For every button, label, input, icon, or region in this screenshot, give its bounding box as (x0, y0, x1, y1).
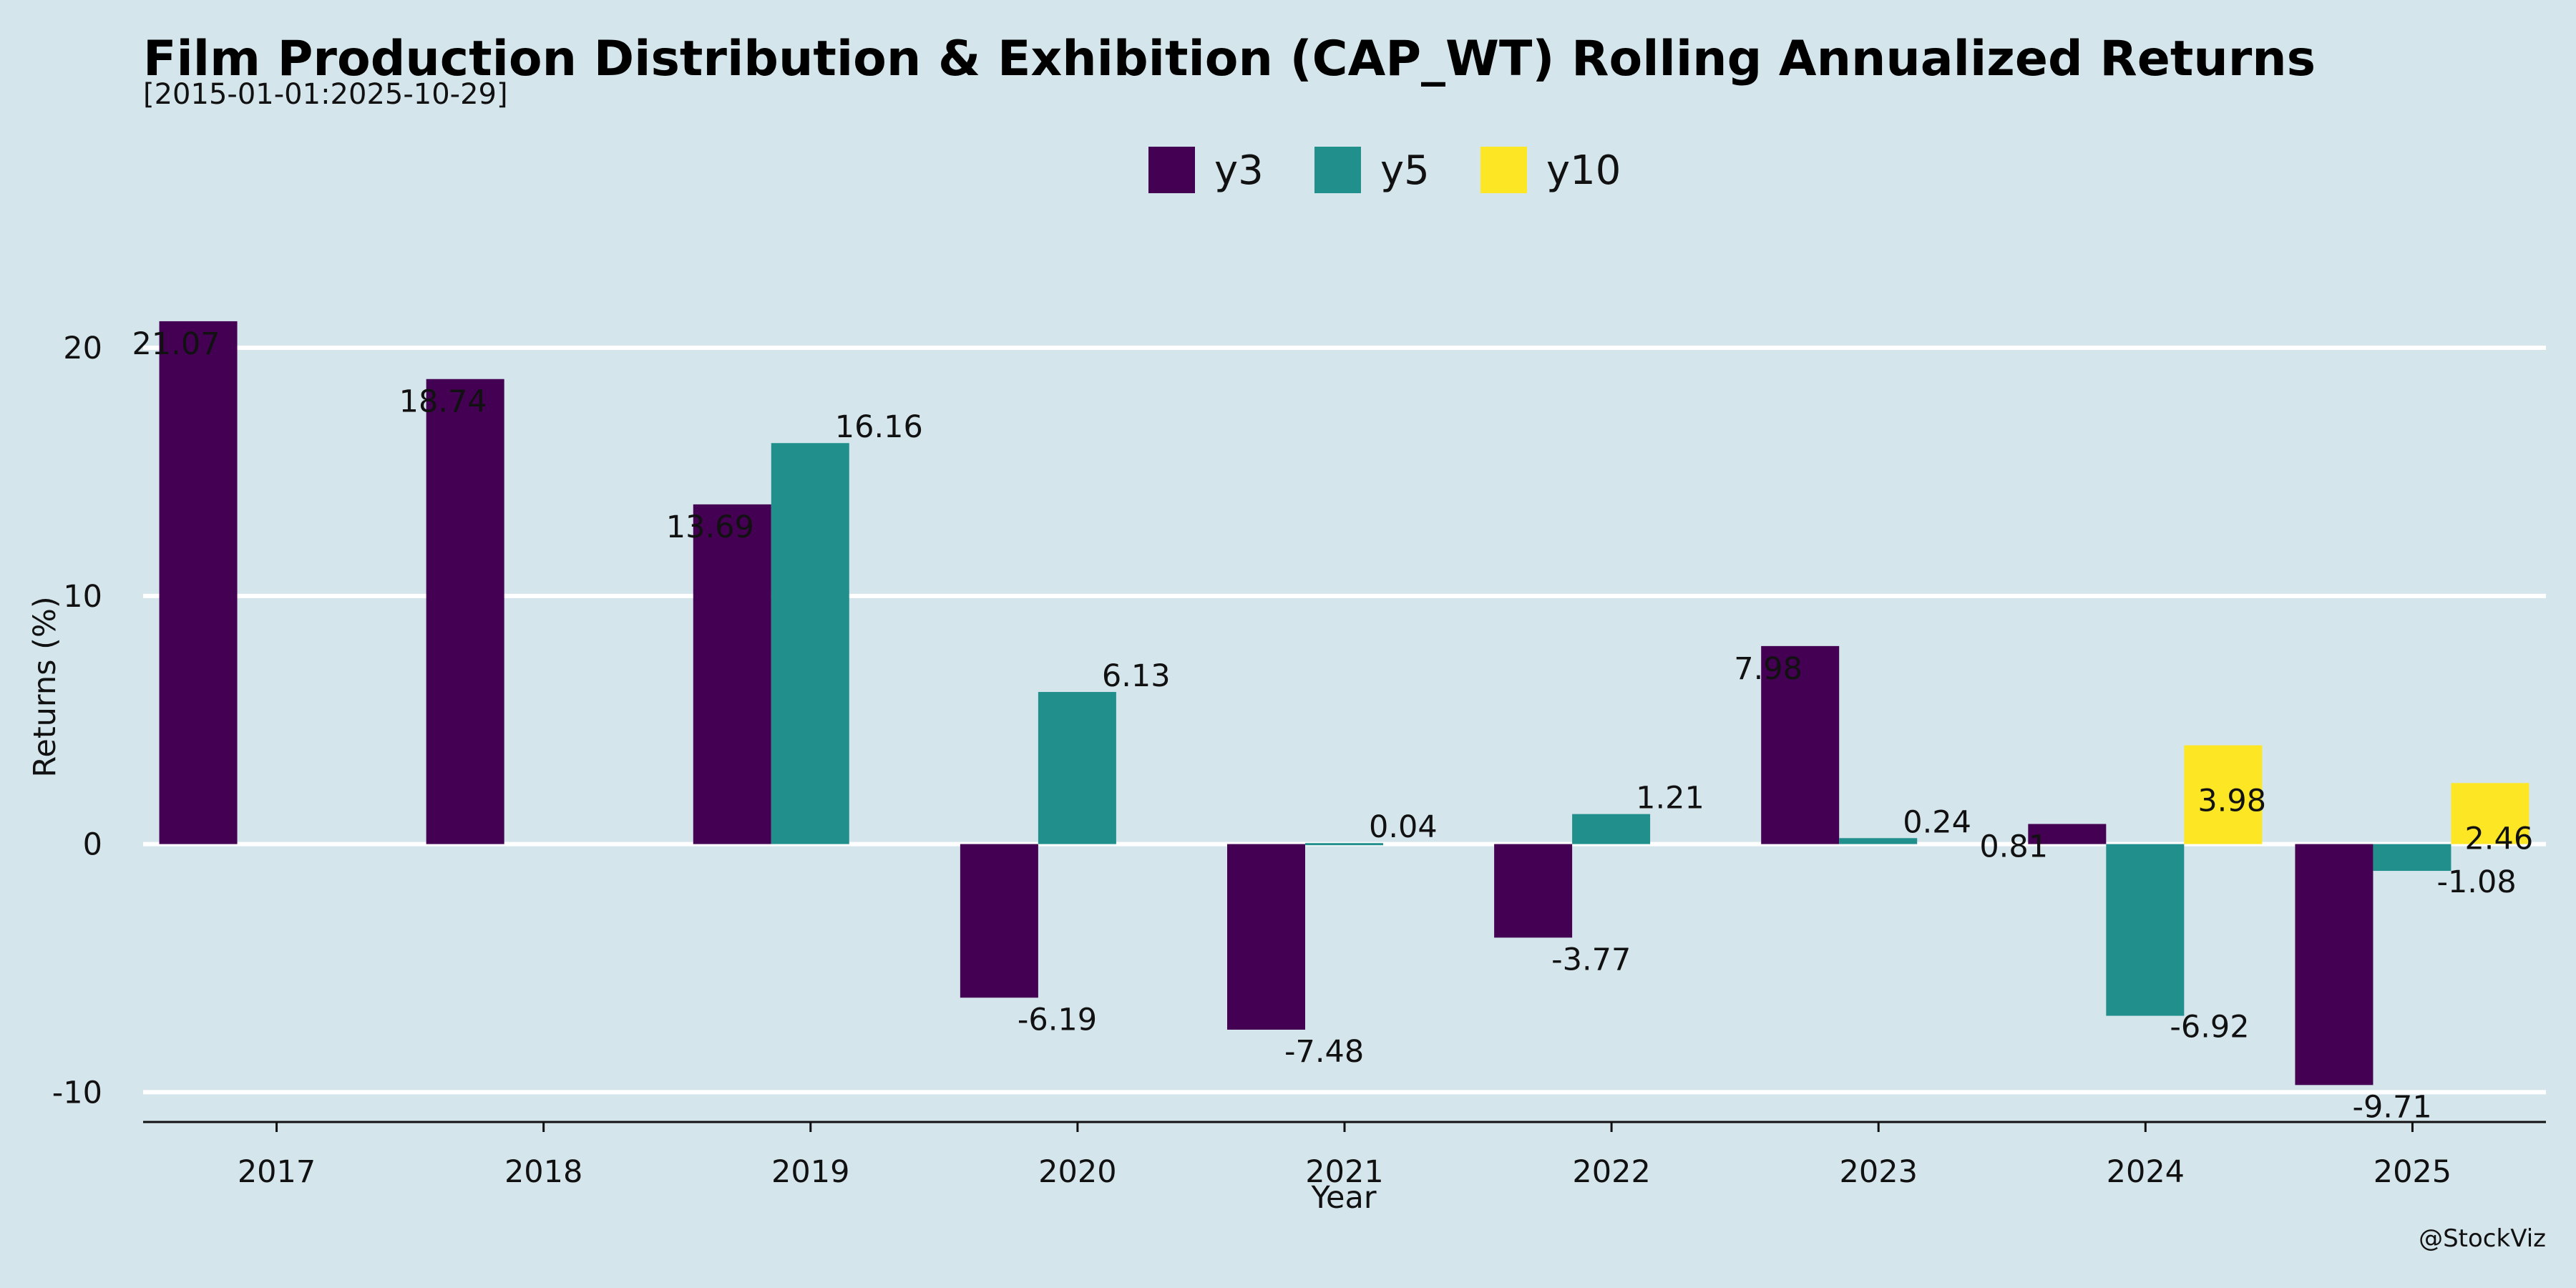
data-label-y3-2024: 0.81 (1979, 829, 2048, 865)
bar-y5-2025 (2373, 844, 2451, 872)
bars (159, 321, 2529, 1085)
legend: y3 y5 y10 (1148, 147, 1621, 194)
legend-swatch-y5 (1314, 147, 1361, 193)
x-tick-label: 2023 (1840, 1154, 1918, 1190)
data-label-y10-2024: 3.98 (2197, 784, 2266, 819)
credit-text: @StockViz (2419, 1224, 2546, 1253)
x-axis-label: Year (1310, 1180, 1376, 1216)
x-tick-label: 2021 (1305, 1154, 1383, 1190)
y-tick-label: -10 (52, 1075, 102, 1111)
bar-y3-2023 (1761, 645, 1840, 844)
data-label-y5-2021: 0.04 (1369, 809, 1438, 845)
bar-y5-2023 (1839, 838, 1918, 844)
bar-y3-2022 (1494, 844, 1573, 938)
data-label-y5-2020: 6.13 (1102, 658, 1171, 694)
data-label-y5-2019: 16.16 (835, 409, 923, 445)
chart-subtitle: [2015-01-01:2025-10-29] (143, 78, 508, 111)
bar-y5-2019 (771, 443, 849, 844)
bar-y5-2024 (2106, 844, 2185, 1016)
legend-label-y3: y3 (1214, 147, 1264, 194)
y-axis-label: Returns (%) (27, 596, 63, 777)
bar-y3-2021 (1227, 844, 1305, 1030)
y-tick-label: 0 (83, 827, 102, 863)
bar-y5-2020 (1038, 692, 1116, 844)
bar-y5-2022 (1572, 814, 1651, 844)
data-label-y3-2025: -9.71 (2352, 1089, 2431, 1125)
data-label-y3-2023: 7.98 (1734, 651, 1802, 687)
x-tick-label: 2017 (238, 1154, 316, 1190)
x-tick-label: 2024 (2107, 1154, 2185, 1190)
bar-y3-2019 (693, 504, 771, 844)
data-label-y3-2020: -6.19 (1018, 1002, 1097, 1038)
data-label-y5-2025: -1.08 (2436, 864, 2516, 900)
y-tick-label: 20 (63, 331, 102, 366)
legend-label-y10: y10 (1546, 147, 1621, 194)
legend-swatch-y10 (1480, 147, 1527, 193)
bar-y3-2017 (159, 321, 238, 844)
data-labels: 21.07 18.74 13.69 -6.19 -7.48 -3.77 7.98 0.81 -9… (132, 326, 2534, 1125)
x-tick-label: 2022 (1572, 1154, 1650, 1190)
bar-y10-2024 (2184, 745, 2263, 844)
y-tick-label: 10 (63, 579, 102, 615)
legend-label-y5: y5 (1380, 147, 1430, 194)
data-label-y3-2021: -7.48 (1284, 1034, 1364, 1070)
data-label-y5-2024: -6.92 (2170, 1010, 2249, 1045)
bar-y3-2020 (960, 844, 1038, 998)
bar-y10-2025 (2451, 783, 2529, 844)
bar-y3-2025 (2295, 844, 2373, 1085)
data-label-y3-2017: 21.07 (132, 326, 220, 362)
chart-title: Film Production Distribution & Exhibitio… (143, 31, 2316, 87)
x-tick-label: 2020 (1038, 1154, 1116, 1190)
data-label-y5-2022: 1.21 (1636, 781, 1704, 816)
y-axis: -10 0 10 20 (52, 331, 102, 1111)
x-tick-label: 2018 (504, 1154, 582, 1190)
legend-swatch-y3 (1148, 147, 1195, 193)
x-tick-label: 2019 (771, 1154, 849, 1190)
bar-y3-2018 (426, 379, 504, 844)
data-label-y3-2019: 13.69 (666, 509, 754, 545)
data-label-y5-2023: 0.24 (1903, 804, 1971, 840)
x-axis: 2017 2018 2019 2020 2021 2022 2023 2024 2025 (143, 1121, 2546, 1190)
bar-y3-2024 (2028, 824, 2107, 844)
data-label-y3-2018: 18.74 (399, 384, 487, 420)
data-label-y10-2025: 2.46 (2464, 821, 2533, 857)
x-tick-label: 2025 (2373, 1154, 2451, 1190)
bar-y5-2021 (1305, 843, 1383, 846)
data-label-y3-2022: -3.77 (1551, 942, 1631, 977)
